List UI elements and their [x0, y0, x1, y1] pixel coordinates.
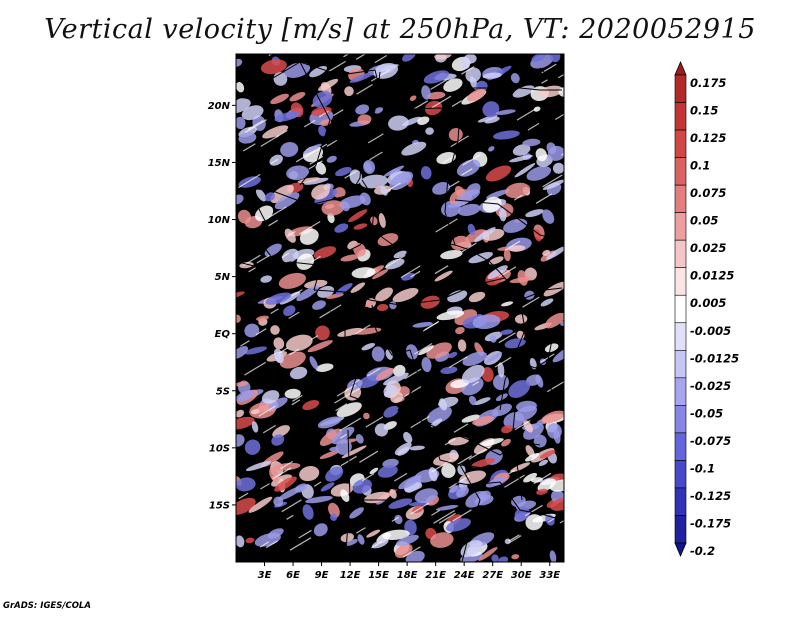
colorbar-level-label: -0.175 — [690, 517, 731, 531]
lon-tick-label: 12E — [340, 570, 361, 581]
colorbar-box — [674, 212, 687, 241]
lon-tick-label: 9E — [315, 570, 329, 581]
lon-tick-label: 27E — [482, 570, 503, 581]
latitude-axis: 20N 15N 10N 5N EQ 5S 10S 15S — [208, 101, 236, 511]
vertical-velocity-field — [236, 54, 564, 562]
colorbar-level-label: -0.05 — [690, 406, 723, 420]
lat-tick-label: 15S — [209, 500, 230, 511]
colorbar-box — [674, 184, 687, 213]
colorbar-level-label: 0.15 — [690, 104, 718, 118]
colorbar-box — [674, 239, 687, 269]
colorbar-level-label: 0.125 — [690, 131, 726, 145]
colorbar-box — [674, 129, 687, 158]
lon-tick-label: 21E — [425, 570, 446, 581]
colorbar-level-label: 0.075 — [690, 186, 726, 200]
colorbar-box — [674, 74, 687, 103]
colorbar-box — [674, 322, 687, 351]
colorbar-level-label: -0.125 — [690, 489, 731, 503]
colorbar-box — [674, 377, 687, 406]
colorbar-box — [674, 515, 687, 544]
colorbar-level-label: -0.005 — [690, 324, 731, 338]
colorbar-box — [674, 405, 687, 434]
colorbar-level-label: -0.025 — [690, 379, 731, 393]
colorbar-level-label: 0.1 — [690, 159, 710, 173]
colorbar-box — [674, 267, 687, 296]
colorbar-level-label: 0.005 — [690, 296, 726, 310]
lon-tick-label: 3E — [258, 570, 272, 581]
lat-tick-label: EQ — [215, 329, 231, 340]
lon-tick-label: 15E — [368, 570, 389, 581]
colorbar-box — [674, 102, 687, 131]
lon-tick-label: 18E — [397, 570, 418, 581]
colorbar-box — [674, 294, 687, 324]
chart-title: Vertical velocity [m/s] at 250hPa, VT: 2… — [44, 14, 756, 45]
lat-tick-label: 5S — [216, 386, 230, 397]
colorbar-box — [674, 157, 687, 186]
lon-tick-label: 24E — [454, 570, 475, 581]
lat-tick-label: 10S — [209, 443, 230, 454]
colorbar-level-label: 0.05 — [690, 214, 718, 228]
lon-tick-label: 30E — [511, 570, 532, 581]
colorbar-box — [674, 349, 687, 379]
colorbar-level-label: 0.0125 — [690, 269, 734, 283]
colorbar-level-label: -0.075 — [690, 434, 731, 448]
colorbar: 0.175 0.15 0.125 0.1 0.075 0.05 0.025 0.0125 0.0… — [674, 60, 739, 558]
map-frame — [235, 53, 565, 563]
lon-tick-label: 33E — [539, 570, 560, 581]
colorbar-box — [674, 432, 687, 461]
lat-tick-label: 5N — [215, 272, 231, 283]
longitude-axis: 3E 6E 9E 12E 15E 18E 21E 24E 27E 30E 33E — [258, 562, 560, 581]
colorbar-level-label: 0.175 — [690, 76, 726, 90]
grads-credit: GrADS: IGES/COLA — [3, 601, 91, 611]
colorbar-box — [674, 460, 687, 489]
colorbar-level-label: -0.2 — [690, 544, 715, 558]
colorbar-top-arrow — [674, 60, 687, 76]
colorbar-level-label: -0.0125 — [690, 351, 739, 365]
lat-tick-label: 15N — [208, 158, 231, 169]
lat-tick-label: 10N — [208, 215, 231, 226]
lon-tick-label: 6E — [286, 570, 300, 581]
colorbar-level-label: -0.1 — [690, 461, 715, 475]
colorbar-box — [674, 487, 687, 516]
colorbar-level-label: 0.025 — [690, 241, 726, 255]
country-borders — [236, 61, 563, 562]
colorbar-bottom-arrow — [674, 542, 687, 558]
lat-tick-label: 20N — [208, 101, 231, 112]
